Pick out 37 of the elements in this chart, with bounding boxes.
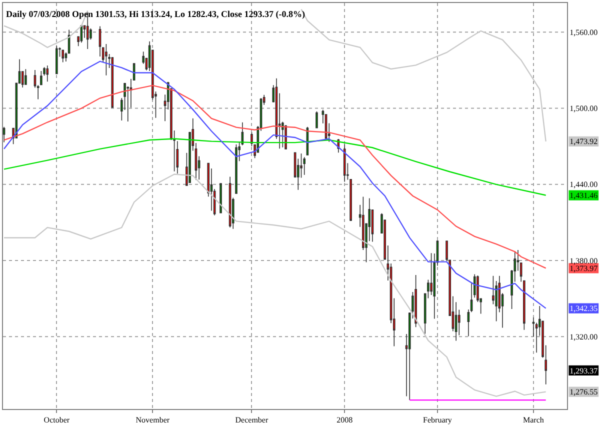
x-tick-label: February: [423, 416, 452, 425]
x-tick-label: December: [235, 416, 268, 425]
y-tick-label: 1,431.46: [570, 191, 598, 200]
candlestick: [241, 122, 244, 146]
x-tick-label: November: [136, 416, 170, 425]
candlestick: [3, 126, 6, 143]
candlestick: [111, 57, 114, 108]
y-tick-label: 1,380.00: [570, 256, 598, 266]
y-tick-label: 1,276.55: [570, 388, 598, 397]
candlestick: [303, 156, 306, 176]
line-series: [3, 174, 546, 397]
candlestick: [316, 110, 318, 128]
y-tick-label: 1,320.00: [570, 332, 598, 342]
candlestick: [56, 46, 58, 74]
y-tick-label: 1,560.00: [570, 28, 598, 37]
candlestick: [24, 68, 27, 85]
candlestick: [235, 144, 238, 194]
y-tick-label: 1,342.35: [570, 304, 598, 314]
line-series: [3, 138, 546, 196]
x-tick-label: March: [523, 416, 544, 425]
candlestick: [414, 274, 417, 328]
line-series: [3, 60, 546, 309]
y-tick-label: 1,500.00: [570, 104, 598, 114]
line-series: [3, 84, 546, 269]
candlestick: [220, 182, 222, 214]
x-tick-label: 2008: [336, 416, 353, 425]
candlestick: [176, 140, 179, 174]
x-tick-label: October: [44, 416, 70, 425]
y-tick-label: 1,440.00: [570, 180, 598, 190]
candlestick: [40, 70, 42, 86]
candlestick: [105, 44, 108, 76]
y-tick-label: 1,293.37: [570, 366, 598, 376]
candlestick: [62, 50, 64, 63]
candlestick: [46, 65, 49, 82]
candlestick: [343, 144, 346, 182]
y-tick-label: 1,473.92: [570, 137, 598, 146]
y-tick-label: 1,373.97: [570, 264, 598, 274]
